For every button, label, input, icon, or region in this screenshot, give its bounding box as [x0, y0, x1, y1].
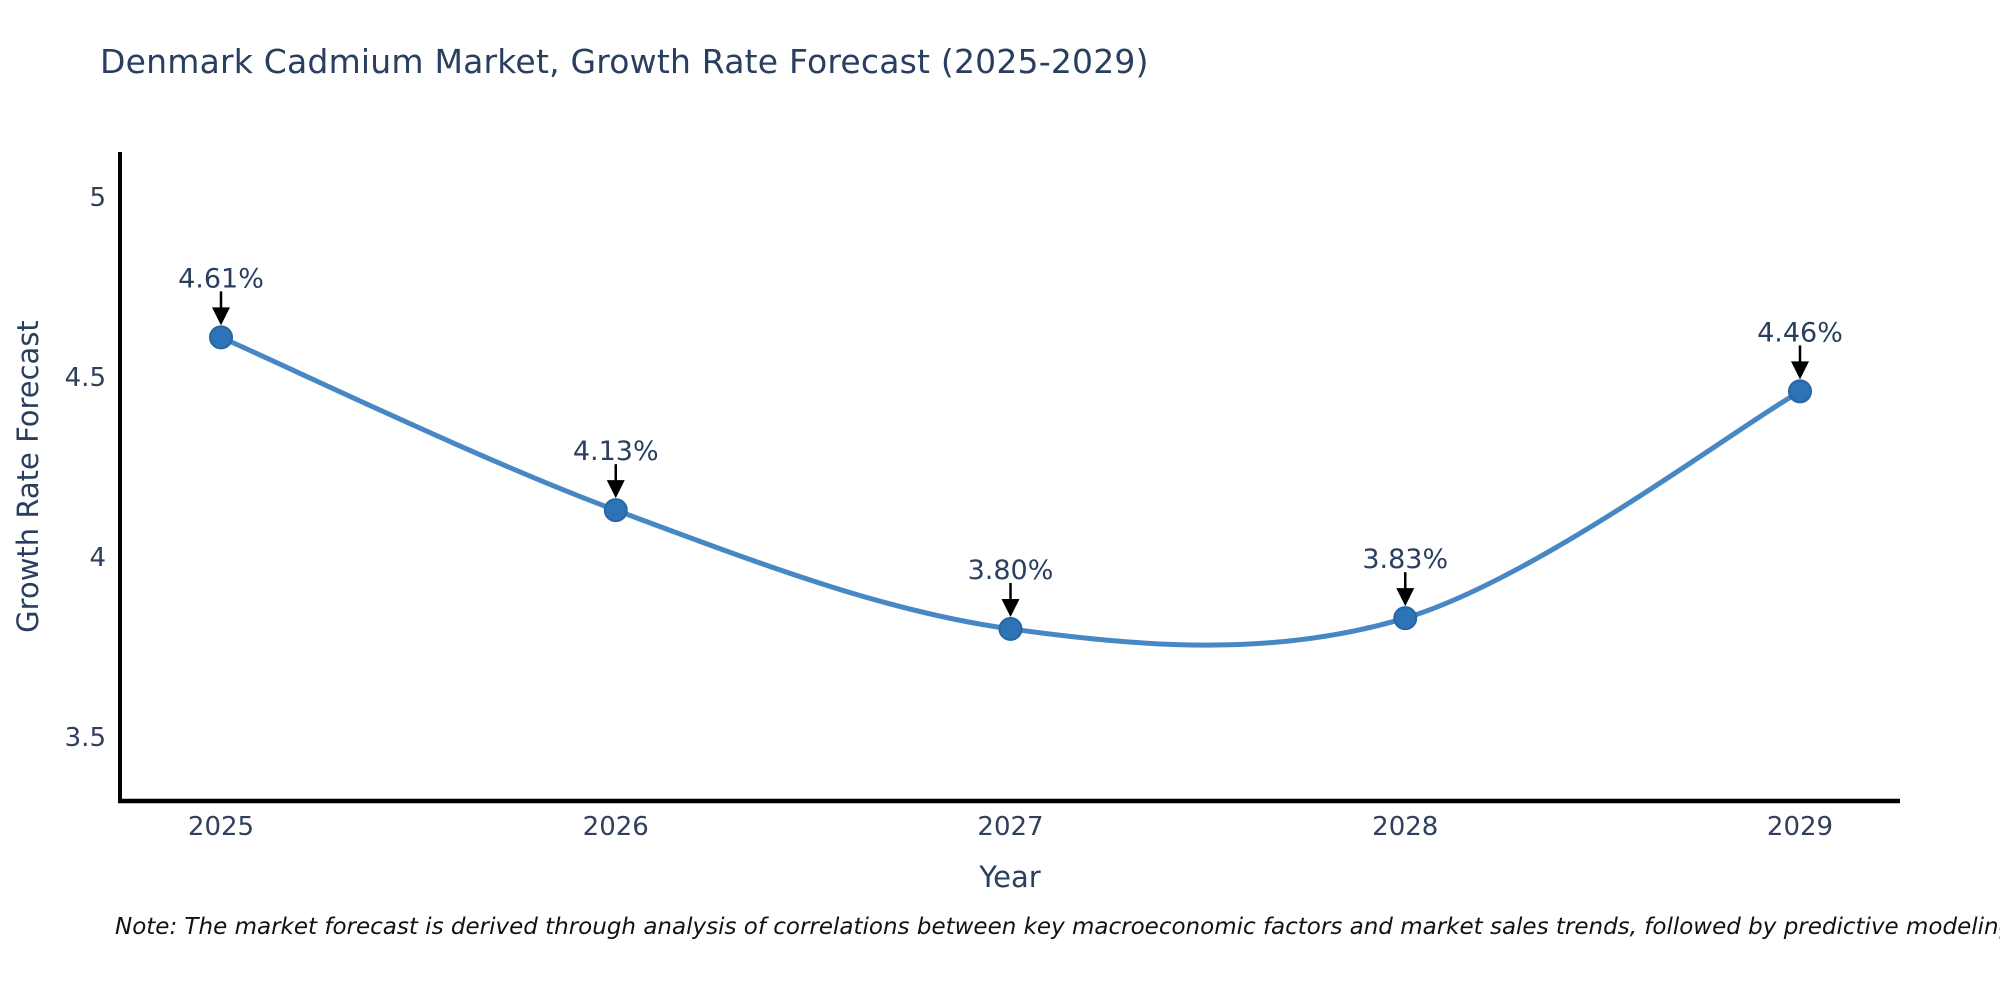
data-point-marker — [603, 498, 628, 523]
point-value-label: 3.83% — [1362, 544, 1448, 575]
data-point-marker — [998, 616, 1023, 641]
y-tick-label: 3.5 — [65, 723, 106, 753]
x-tick-label: 2029 — [1767, 812, 1833, 842]
point-value-label: 4.46% — [1757, 317, 1843, 348]
footnote-text: Note: The market forecast is derived thr… — [115, 914, 2000, 940]
point-value-label: 4.13% — [573, 436, 659, 467]
x-tick-label: 2027 — [977, 812, 1043, 842]
annotation-arrowhead — [606, 480, 625, 499]
data-point-marker — [1788, 379, 1812, 404]
annotation-arrowhead — [1001, 598, 1020, 617]
growth-rate-line-chart: 4.61% 4.13% 3.80% 3.83% 4.46% 5 4.5 4 3.5 2025 202… — [11, 152, 1900, 894]
annotation-arrowhead — [212, 307, 230, 326]
y-tick-label: 4 — [89, 543, 106, 573]
y-axis-title: Growth Rate Forecast — [11, 320, 45, 633]
x-axis-title: Year — [978, 860, 1040, 894]
data-point-marker — [209, 325, 233, 350]
chart-title: Denmark Cadmium Market, Growth Rate Fore… — [100, 42, 1149, 81]
x-tick-label: 2028 — [1372, 812, 1438, 842]
data-point-marker — [1393, 606, 1418, 631]
x-tick-label: 2026 — [583, 812, 649, 842]
annotation-arrowhead — [1396, 588, 1415, 607]
y-tick-label: 5 — [89, 183, 106, 213]
x-tick-label: 2025 — [188, 812, 254, 842]
point-value-label: 4.61% — [178, 263, 264, 294]
point-value-label: 3.80% — [968, 555, 1054, 586]
y-tick-label: 4.5 — [65, 363, 106, 393]
annotation-arrowhead — [1791, 361, 1809, 380]
